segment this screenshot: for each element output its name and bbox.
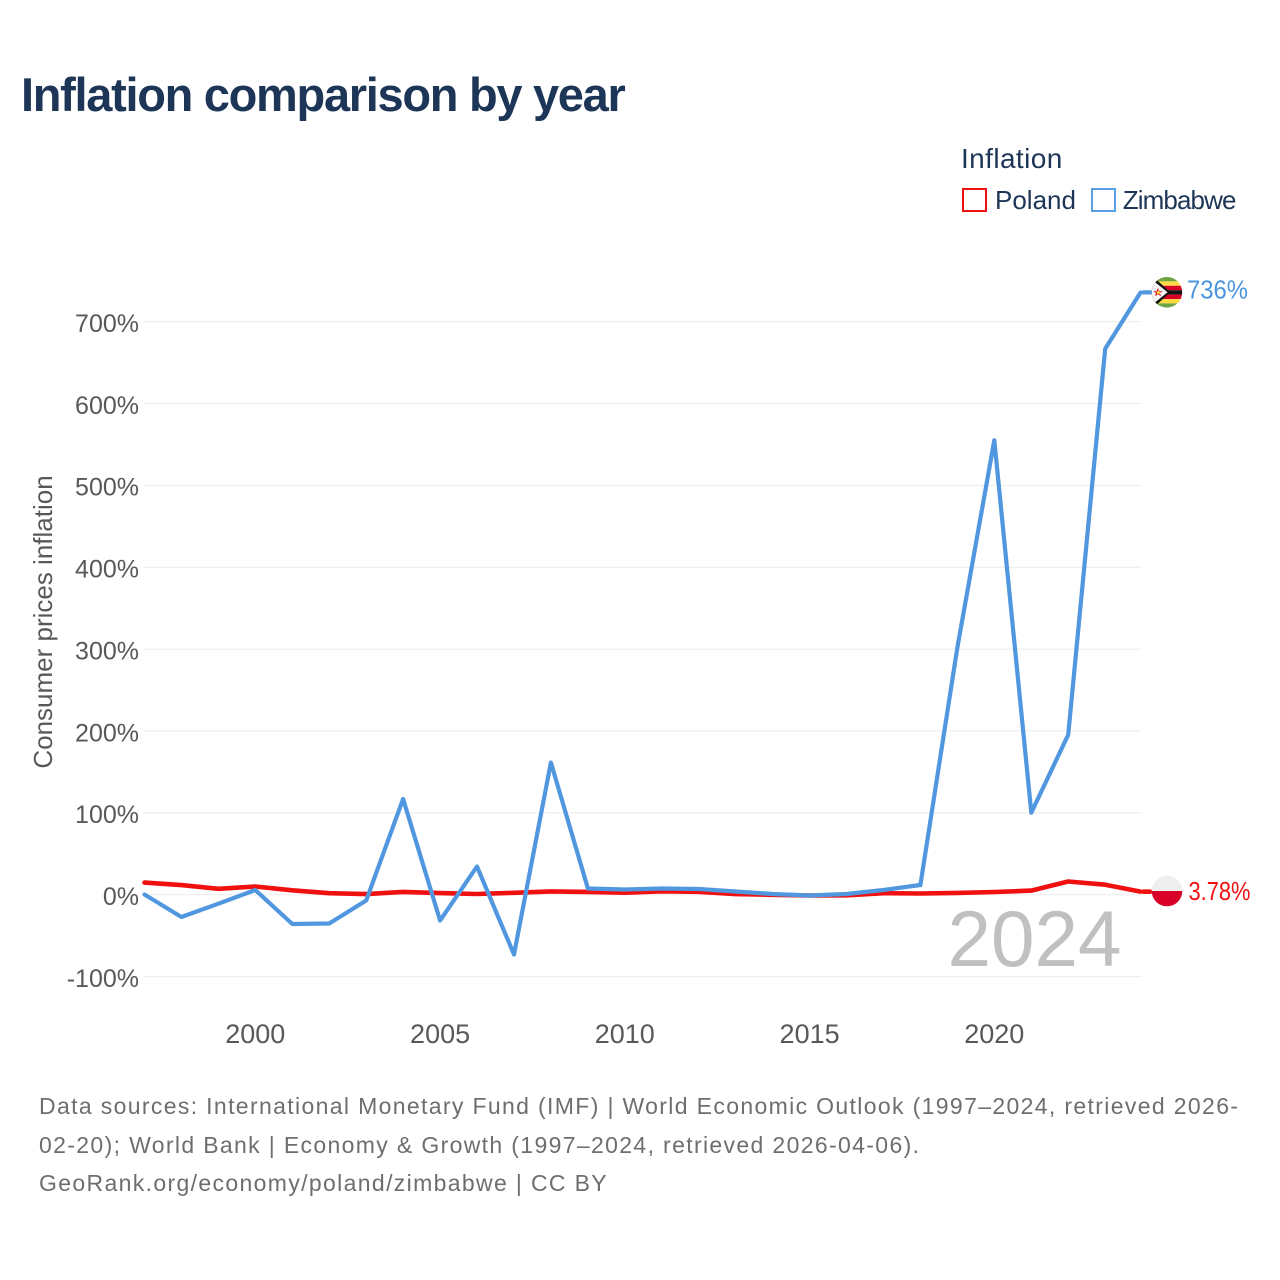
svg-text:2015: 2015 [780, 1019, 840, 1049]
svg-text:2005: 2005 [410, 1019, 470, 1049]
svg-text:400%: 400% [75, 556, 139, 584]
svg-text:2000: 2000 [225, 1019, 285, 1049]
svg-text:2024: 2024 [948, 894, 1122, 983]
svg-text:100%: 100% [75, 801, 139, 829]
svg-text:300%: 300% [75, 637, 139, 665]
svg-text:600%: 600% [75, 392, 139, 420]
svg-text:736%: 736% [1187, 275, 1248, 305]
svg-text:-100%: -100% [67, 965, 139, 993]
svg-text:200%: 200% [75, 719, 139, 747]
svg-text:0%: 0% [103, 883, 139, 911]
svg-text:Consumer prices inflation: Consumer prices inflation [28, 475, 58, 768]
svg-text:700%: 700% [75, 310, 139, 338]
svg-text:2010: 2010 [595, 1019, 655, 1049]
svg-text:500%: 500% [75, 474, 139, 502]
svg-text:2020: 2020 [964, 1019, 1024, 1049]
svg-text:3.78%: 3.78% [1189, 876, 1251, 906]
